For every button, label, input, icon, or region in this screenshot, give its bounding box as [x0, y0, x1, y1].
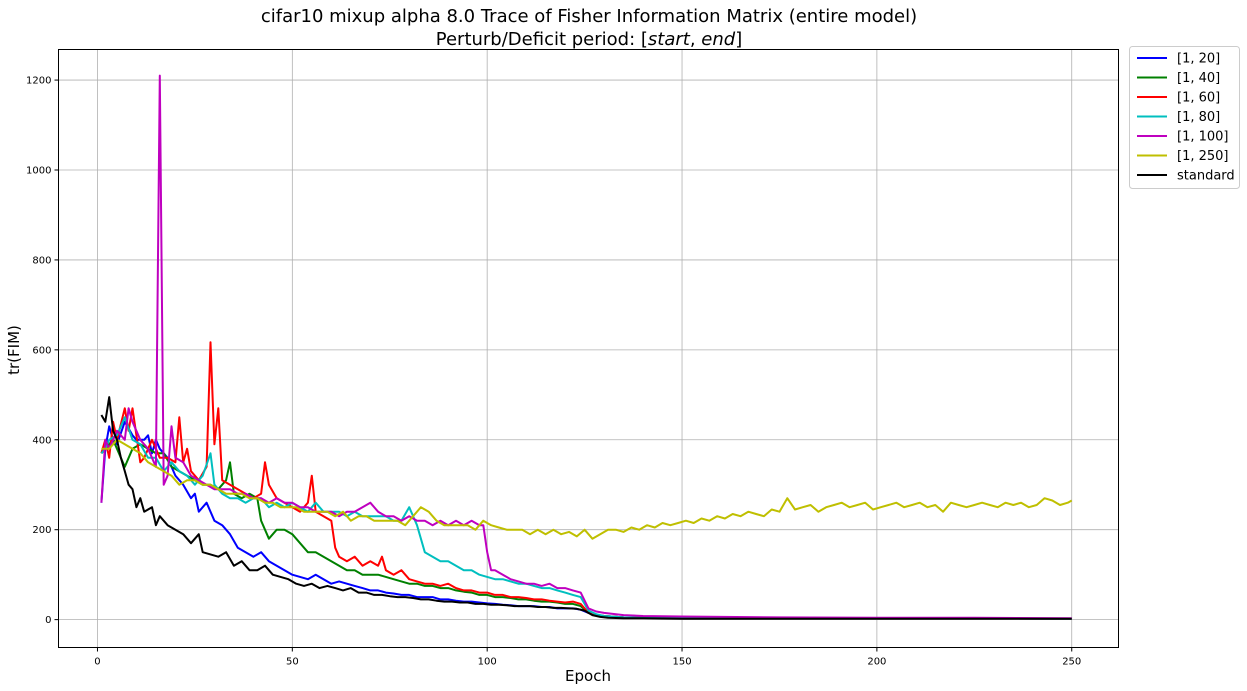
legend-item: [1, 20] [1137, 52, 1220, 67]
y-tick-label: 800 [32, 255, 51, 266]
series-line-6 [101, 438, 1073, 540]
legend-label: [1, 80] [1177, 110, 1220, 125]
legend-item: [1, 80] [1137, 110, 1220, 125]
y-tick-label: 1200 [26, 76, 51, 87]
series-line-2 [100, 438, 1072, 620]
subtitle-part-1: Perturb/Deficit period: [ [436, 29, 648, 50]
legend-item: [1, 250] [1137, 149, 1229, 164]
series-line-1 [100, 420, 1072, 620]
series-line-3 [100, 341, 1072, 620]
y-tick-label: 1000 [26, 165, 51, 176]
series-line-5 [100, 74, 1072, 620]
legend-frame [1129, 46, 1240, 189]
series-line-4 [100, 416, 1072, 620]
y-axis: 0 200 400 600 800 1000 1200 [26, 76, 59, 626]
x-tick-label: 150 [672, 657, 691, 668]
subtitle-part-3: , [690, 29, 701, 50]
legend-label: standard [1177, 169, 1235, 184]
legend-label: [1, 20] [1177, 52, 1220, 67]
legend-label: [1, 40] [1177, 71, 1220, 86]
y-tick-label: 0 [45, 615, 51, 626]
grid-lines [58, 49, 1119, 648]
legend-label: [1, 60] [1177, 91, 1220, 106]
x-axis-label: Epoch [565, 667, 611, 685]
legend-item: [1, 100] [1137, 130, 1229, 145]
x-tick-label: 200 [867, 657, 886, 668]
x-axis: 0 50 100 150 200 250 [94, 647, 1081, 668]
series-line-7 [100, 396, 1072, 620]
legend: [1, 20] [1, 40] [1, 60] [1, 80] [1, 100] [1, … [1129, 46, 1240, 189]
y-tick-label: 200 [32, 525, 51, 536]
chart-title: cifar10 mixup alpha 8.0 Trace of Fisher … [261, 6, 917, 27]
legend-label: [1, 100] [1177, 130, 1229, 145]
legend-item: [1, 60] [1137, 91, 1220, 106]
legend-item: standard [1137, 169, 1235, 184]
subtitle-part-4: end [701, 29, 735, 50]
subtitle-part-5: ] [735, 29, 742, 50]
y-axis-label: tr(FIM) [5, 325, 23, 375]
x-tick-label: 50 [286, 657, 299, 668]
legend-label: [1, 250] [1177, 149, 1229, 164]
x-tick-label: 0 [94, 657, 100, 668]
x-tick-label: 100 [478, 657, 497, 668]
chart-subtitle: Perturb/Deficit period: [start, end] [436, 29, 743, 50]
x-tick-label: 250 [1062, 657, 1081, 668]
plot-frame [58, 49, 1119, 648]
y-tick-label: 400 [32, 435, 51, 446]
legend-item: [1, 40] [1137, 71, 1220, 86]
series-lines [100, 74, 1073, 620]
subtitle-part-2: start [648, 29, 691, 50]
y-tick-label: 600 [32, 345, 51, 356]
